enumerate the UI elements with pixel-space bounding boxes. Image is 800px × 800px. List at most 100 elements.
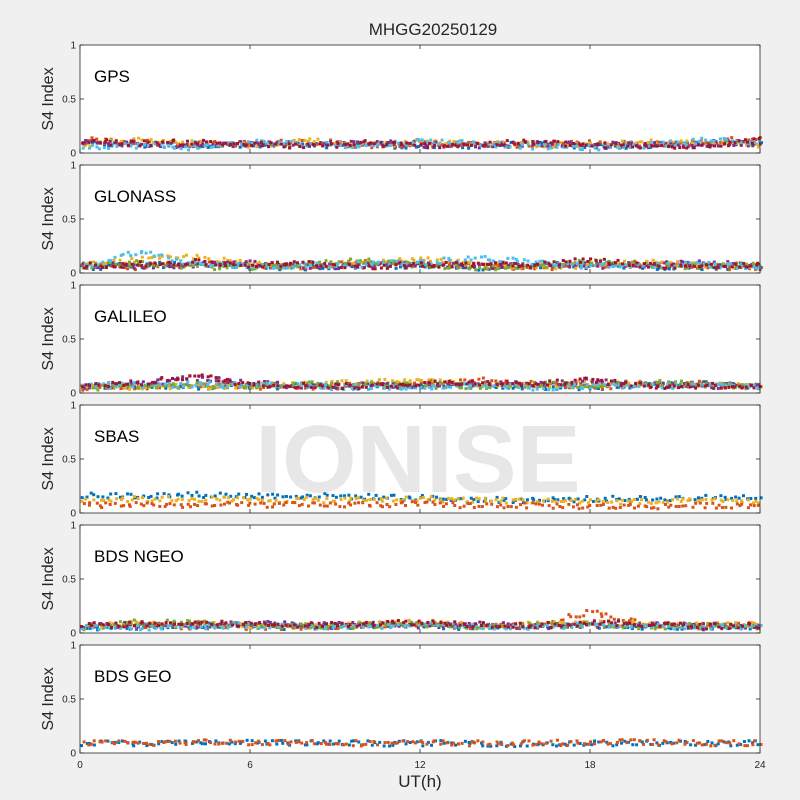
data-point <box>403 623 407 627</box>
data-point <box>419 256 423 260</box>
data-point <box>486 625 490 629</box>
data-point <box>126 492 129 496</box>
data-point <box>394 620 398 624</box>
data-point <box>726 260 730 264</box>
data-point <box>612 623 615 627</box>
data-point <box>519 497 523 501</box>
data-point <box>365 379 369 383</box>
data-point <box>651 258 655 262</box>
data-point <box>374 384 378 388</box>
data-point <box>368 624 372 628</box>
data-point <box>427 266 431 270</box>
data-point <box>661 140 665 144</box>
data-point <box>206 146 210 149</box>
data-point <box>609 143 613 147</box>
data-point <box>685 381 689 385</box>
data-point <box>734 383 738 387</box>
data-point <box>350 386 354 390</box>
data-point <box>152 254 156 258</box>
data-point <box>212 386 216 390</box>
data-point <box>645 498 648 502</box>
data-point <box>442 504 445 508</box>
data-point <box>264 266 268 270</box>
data-point <box>551 388 555 392</box>
data-point <box>374 493 378 497</box>
data-point <box>235 266 238 269</box>
data-point <box>651 498 655 502</box>
data-point <box>81 146 85 150</box>
data-point <box>285 384 289 388</box>
data-point <box>616 380 620 384</box>
data-point <box>229 494 233 498</box>
data-point <box>268 621 272 624</box>
data-point <box>619 502 623 506</box>
data-point <box>752 137 756 141</box>
data-point <box>700 268 704 272</box>
data-point <box>698 262 702 266</box>
data-point <box>413 143 417 147</box>
data-point <box>132 618 136 622</box>
data-point <box>81 388 85 392</box>
data-point <box>211 143 215 147</box>
data-point <box>392 624 395 628</box>
data-point <box>172 384 176 388</box>
data-point <box>486 144 490 148</box>
data-point <box>267 263 271 266</box>
data-point <box>180 266 183 270</box>
data-point <box>745 383 749 387</box>
data-point <box>674 382 678 386</box>
data-point <box>515 626 519 630</box>
data-point <box>589 498 592 502</box>
data-point <box>757 383 761 387</box>
data-point <box>105 138 109 142</box>
data-point <box>379 266 383 270</box>
data-point <box>518 266 522 270</box>
data-point <box>188 619 192 623</box>
data-point <box>222 264 226 268</box>
data-point <box>634 625 638 629</box>
data-point <box>549 264 553 268</box>
data-point <box>594 624 598 628</box>
data-point <box>209 374 213 378</box>
data-point <box>633 618 637 622</box>
data-point <box>735 266 739 270</box>
data-point <box>379 504 383 508</box>
data-point <box>270 144 274 148</box>
data-point <box>289 261 292 265</box>
data-point <box>735 502 739 506</box>
data-point <box>669 627 673 631</box>
data-point <box>104 386 108 389</box>
data-point <box>153 383 157 387</box>
data-point <box>624 263 628 267</box>
data-point <box>593 263 597 267</box>
data-point <box>411 143 415 147</box>
data-point <box>643 262 646 266</box>
data-point <box>590 380 594 384</box>
data-point <box>179 382 183 385</box>
data-point <box>503 381 507 385</box>
data-point <box>635 264 638 268</box>
data-point <box>509 627 512 631</box>
data-point <box>684 143 688 146</box>
data-point <box>394 266 398 270</box>
data-point <box>217 376 221 380</box>
data-point <box>574 263 578 267</box>
data-point <box>196 146 200 150</box>
data-point <box>467 621 471 625</box>
data-point <box>177 492 181 496</box>
data-point <box>361 501 365 505</box>
data-point <box>169 139 172 143</box>
data-point <box>541 503 544 507</box>
data-point <box>481 381 484 385</box>
data-point <box>468 502 472 506</box>
data-point <box>542 387 546 391</box>
data-point <box>299 496 303 500</box>
data-point <box>477 263 481 267</box>
data-point <box>574 623 577 626</box>
data-point <box>638 495 642 498</box>
data-point <box>266 380 270 384</box>
data-point <box>297 504 301 508</box>
data-point <box>221 626 225 630</box>
data-point <box>423 501 427 504</box>
